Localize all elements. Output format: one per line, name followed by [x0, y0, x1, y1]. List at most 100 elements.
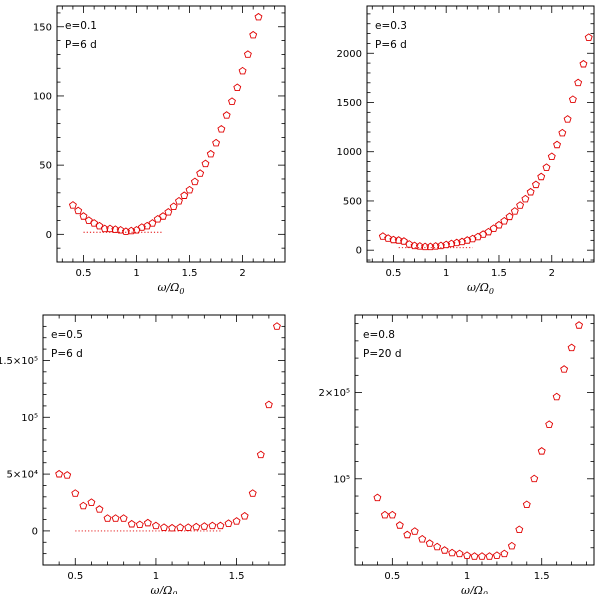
- data-point: [79, 212, 88, 220]
- data-point: [575, 321, 584, 329]
- y-tick-label: 2×10⁵: [319, 388, 350, 399]
- data-point: [547, 152, 556, 161]
- data-point: [553, 140, 561, 149]
- y-tick-label: 0: [32, 526, 38, 537]
- data-point: [505, 212, 514, 221]
- data-point: [425, 539, 434, 547]
- panel-annotation: P=6 d: [51, 348, 83, 360]
- panel-annotation: P=6 d: [65, 39, 97, 51]
- data-point: [200, 522, 209, 530]
- data-point: [403, 530, 412, 539]
- x-tick-label: 0.5: [67, 571, 83, 582]
- data-point: [531, 180, 540, 189]
- y-tick-label: 10⁵: [333, 474, 350, 485]
- data-point: [452, 238, 461, 247]
- data-point: [455, 549, 464, 558]
- data-point: [584, 33, 593, 41]
- data-point: [272, 322, 281, 330]
- panel-annotation: e=0.5: [51, 329, 83, 341]
- data-point: [143, 518, 152, 527]
- plot-frame: [354, 314, 595, 566]
- panel-annotation: e=0.8: [363, 329, 395, 341]
- data-point: [196, 169, 205, 177]
- data-point: [558, 128, 567, 137]
- data-point: [470, 552, 479, 560]
- panel-annotation: P=6 d: [375, 39, 407, 51]
- data-point: [448, 548, 457, 557]
- data-point: [127, 226, 136, 235]
- y-tick-label: 1500: [337, 98, 362, 109]
- x-tick-label: 1: [153, 571, 159, 582]
- data-point: [68, 201, 77, 209]
- data-point: [579, 59, 588, 68]
- data-point: [137, 223, 146, 231]
- data-point: [507, 541, 516, 550]
- x-tick-label: 1.5: [534, 571, 550, 582]
- data-point: [485, 552, 494, 560]
- x-axis-label: ω/Ω0: [158, 281, 185, 296]
- data-point: [388, 510, 397, 519]
- y-tick-label: 0: [356, 246, 362, 257]
- y-tick-label: 50: [39, 161, 52, 172]
- data-point: [463, 551, 471, 559]
- data-point: [180, 191, 189, 199]
- data-point: [190, 177, 199, 186]
- data-point: [521, 194, 530, 203]
- y-tick-label: 500: [343, 196, 362, 207]
- data-point: [127, 519, 136, 528]
- data-point: [405, 240, 414, 248]
- chart-panel-top-left: 0.5 1 1.5 2 0 50 100 150 ω/Ω0 e=0.1 P=6 d: [33, 5, 286, 296]
- data-point: [373, 493, 382, 502]
- data-point: [232, 517, 241, 525]
- data-point: [526, 187, 535, 196]
- data-point: [394, 236, 403, 244]
- y-tick-label: 1000: [337, 147, 362, 158]
- data-point: [240, 511, 249, 520]
- plot-frame: [56, 5, 286, 263]
- data-point: [574, 78, 583, 87]
- data-point: [478, 552, 486, 560]
- data-point: [248, 489, 257, 497]
- data-point: [254, 12, 263, 21]
- data-point: [228, 97, 236, 105]
- x-tick-label: 1: [443, 268, 449, 279]
- data-point: [119, 514, 128, 522]
- x-axis-label: ω/Ω0: [461, 584, 488, 594]
- data-point: [567, 343, 576, 352]
- data-point: [192, 522, 201, 531]
- data-point: [440, 546, 449, 554]
- data-point: [95, 221, 104, 230]
- data-point: [185, 185, 194, 194]
- data-point: [560, 365, 569, 373]
- data-point: [243, 50, 252, 58]
- x-tick-label: 2: [549, 268, 555, 279]
- data-point: [431, 242, 440, 250]
- chart-panel-bottom-right: 0.5 1 1.5 10⁵ 2×10⁵ ω/Ω0 e=0.8 P=20 d: [319, 314, 595, 594]
- y-tick-label: 0: [46, 230, 52, 241]
- data-point: [552, 392, 561, 401]
- data-point: [500, 549, 509, 558]
- x-tick-label: 0.5: [384, 571, 400, 582]
- data-point: [160, 523, 168, 531]
- data-point: [447, 239, 456, 248]
- data-point: [169, 202, 178, 211]
- x-tick-label: 0.5: [385, 268, 401, 279]
- data-point: [522, 500, 531, 509]
- data-point: [95, 505, 104, 513]
- x-tick-label: 1: [464, 571, 470, 582]
- data-point: [111, 514, 120, 522]
- data-point: [168, 523, 177, 532]
- data-point: [463, 236, 472, 244]
- panel-annotation: e=0.1: [65, 20, 97, 32]
- data-point: [410, 527, 419, 535]
- chart-panel-top-right: 0.5 1 1.5 2 0 500 1000 1500 2000 ω/Ω0 e=0.3 P=6 d: [337, 5, 595, 296]
- x-tick-label: 1.5: [491, 268, 507, 279]
- data-point: [380, 510, 389, 519]
- x-tick-label: 2: [239, 268, 245, 279]
- data-point: [84, 216, 93, 224]
- data-point: [164, 208, 173, 216]
- panel-annotation: P=20 d: [363, 348, 402, 360]
- data-point: [90, 219, 99, 227]
- data-point: [121, 227, 130, 235]
